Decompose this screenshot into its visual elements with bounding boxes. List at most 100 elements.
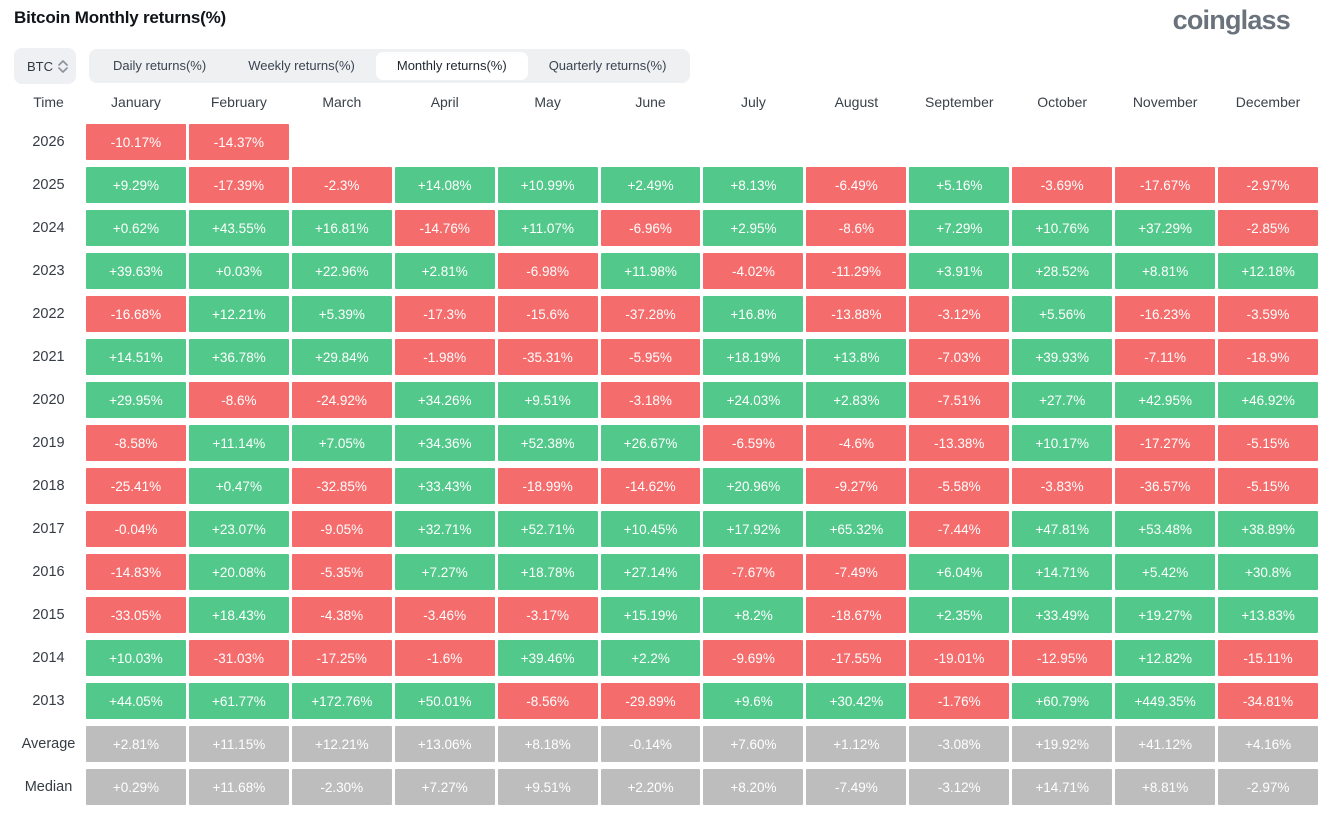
return-cell: +10.76%	[1012, 210, 1113, 246]
return-cell: +6.04%	[909, 554, 1010, 590]
return-cell: +12.18%	[1218, 253, 1318, 289]
return-cell: -2.97%	[1218, 167, 1318, 203]
return-cell: +0.62%	[86, 210, 186, 246]
column-header: November	[1132, 94, 1198, 110]
return-cell: -2.30%	[291, 769, 392, 805]
return-cell: -8.58%	[86, 425, 186, 461]
return-cell: +13.83%	[1218, 597, 1318, 633]
return-cell: -14.62%	[600, 468, 701, 504]
return-cell: -2.85%	[1218, 210, 1318, 246]
return-cell: -1.76%	[909, 683, 1010, 719]
return-cell: +2.49%	[600, 167, 701, 203]
return-cell: +7.60%	[703, 726, 804, 762]
return-cell: +24.03%	[703, 382, 804, 418]
table-row: Median +0.29% +11.68% -2.30% +7.27% +9.51% +2.…	[14, 769, 1318, 805]
return-cell: +44.05%	[86, 683, 186, 719]
return-cell: +2.81%	[86, 726, 186, 762]
return-cell: +2.83%	[806, 382, 907, 418]
return-cell: -4.6%	[806, 425, 907, 461]
return-cell: -10.17%	[86, 124, 186, 160]
return-cell: -15.11%	[1218, 640, 1318, 676]
return-cell: -8.6%	[806, 210, 907, 246]
row-label: 2026	[32, 134, 65, 150]
table-header-row: Time January February March April May June July…	[14, 94, 1318, 110]
row-label: Average	[21, 736, 76, 752]
return-cell: -24.92%	[291, 382, 392, 418]
return-cell: +61.77%	[188, 683, 289, 719]
return-cell: +27.14%	[600, 554, 701, 590]
return-cell: +16.8%	[703, 296, 804, 332]
column-header: Time	[33, 94, 64, 110]
return-cell: -18.9%	[1218, 339, 1318, 375]
return-cell: +2.81%	[394, 253, 495, 289]
return-cell: -5.35%	[291, 554, 392, 590]
return-cell: -7.44%	[909, 511, 1010, 547]
return-cell: +18.78%	[497, 554, 598, 590]
column-header: October	[1037, 94, 1088, 110]
return-cell: +18.43%	[188, 597, 289, 633]
return-cell: +43.55%	[188, 210, 289, 246]
return-cell: +41.12%	[1115, 726, 1216, 762]
return-cell: -1.6%	[394, 640, 495, 676]
return-cell: +30.8%	[1218, 554, 1318, 590]
return-cell: -6.96%	[600, 210, 701, 246]
return-cell: -1.98%	[394, 339, 495, 375]
return-cell	[703, 124, 803, 160]
return-cell: +2.35%	[909, 597, 1010, 633]
return-cell: -3.59%	[1218, 296, 1318, 332]
row-label: 2017	[32, 521, 65, 537]
row-label: 2014	[32, 650, 65, 666]
tab-daily[interactable]: Daily returns(%)	[113, 58, 207, 73]
return-cell: -18.67%	[806, 597, 907, 633]
return-cell: +17.92%	[703, 511, 804, 547]
row-label: 2020	[32, 392, 65, 408]
coinglass-logo: coinglass	[1172, 5, 1291, 35]
return-cell: +14.71%	[1012, 769, 1113, 805]
tab-quarterly[interactable]: Quarterly returns(%)	[548, 58, 667, 73]
return-cell: -4.02%	[703, 253, 804, 289]
return-cell: +9.6%	[703, 683, 804, 719]
return-cell: +15.19%	[600, 597, 701, 633]
return-cell: +7.27%	[394, 554, 495, 590]
return-cell: +0.47%	[188, 468, 289, 504]
return-cell: +2.20%	[600, 769, 701, 805]
return-cell: -14.76%	[394, 210, 495, 246]
return-cell: -9.69%	[703, 640, 804, 676]
return-cell: +39.93%	[1012, 339, 1113, 375]
tab-weekly[interactable]: Weekly returns(%)	[248, 58, 355, 73]
return-cell	[909, 124, 1009, 160]
column-header: April	[430, 94, 459, 110]
return-cell: -7.11%	[1115, 339, 1216, 375]
return-cell: -17.67%	[1115, 167, 1216, 203]
return-cell: -29.89%	[600, 683, 701, 719]
return-cell	[601, 124, 701, 160]
table-row: 2023 +39.63% +0.03% +22.96% +2.81% -6.98% +11.…	[14, 253, 1318, 289]
return-cell: +19.27%	[1115, 597, 1216, 633]
return-cell	[292, 124, 392, 160]
return-cell: +29.84%	[291, 339, 392, 375]
return-cell: +37.29%	[1115, 210, 1216, 246]
return-cell: -17.27%	[1115, 425, 1216, 461]
return-cell: -5.15%	[1218, 468, 1318, 504]
column-header: February	[210, 94, 267, 110]
return-cell: +5.42%	[1115, 554, 1216, 590]
return-cell: +46.92%	[1218, 382, 1318, 418]
return-cell: +52.38%	[497, 425, 598, 461]
return-cell: +42.95%	[1115, 382, 1216, 418]
controls: BTC Daily returns(%) Weekly returns(%) Mon…	[14, 48, 1332, 84]
row-label: 2018	[32, 478, 65, 494]
row-label: 2019	[32, 435, 65, 451]
table-row: 2013 +44.05% +61.77% +172.76% +50.01% -8.56% -…	[14, 683, 1318, 719]
return-cell: +26.67%	[600, 425, 701, 461]
return-cell: +8.18%	[497, 726, 598, 762]
table-row: 2025 +9.29% -17.39% -2.3% +14.08% +10.99% +2.4…	[14, 167, 1318, 203]
table-row: 2020 +29.95% -8.6% -24.92% +34.26% +9.51% -3.1…	[14, 382, 1318, 418]
tab-monthly[interactable]: Monthly returns(%)	[375, 52, 528, 80]
return-cell: +5.56%	[1012, 296, 1113, 332]
return-cell: -34.81%	[1218, 683, 1318, 719]
return-cell: +1.12%	[806, 726, 907, 762]
return-cell: -6.59%	[703, 425, 804, 461]
return-cell: +7.05%	[291, 425, 392, 461]
return-cell: +0.29%	[86, 769, 186, 805]
coin-select[interactable]: BTC	[14, 48, 76, 84]
